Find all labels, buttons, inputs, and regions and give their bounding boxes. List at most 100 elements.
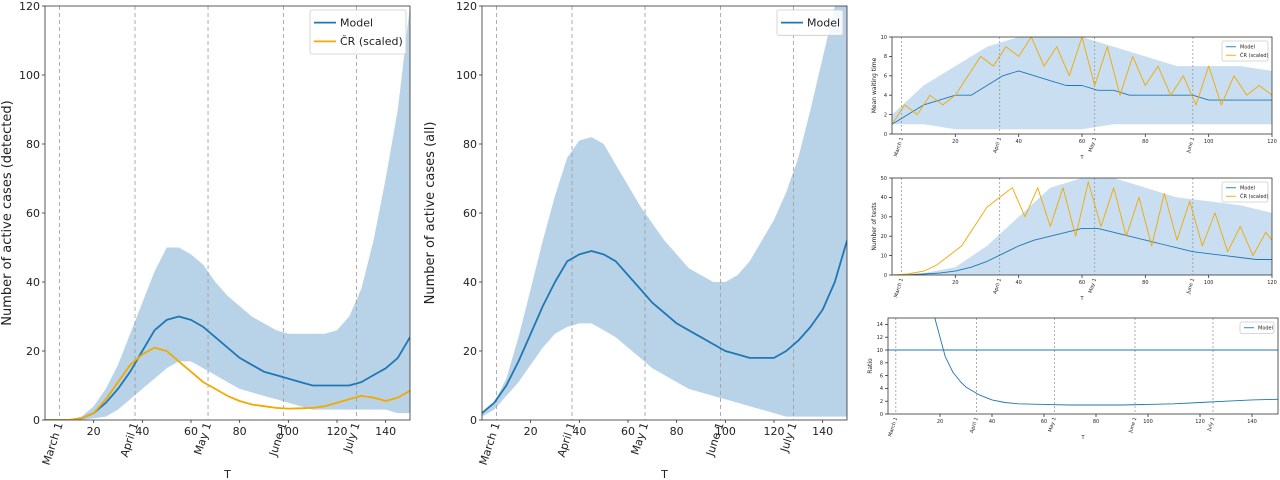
x-tick-label: 140 — [812, 425, 833, 438]
x-tick-label: 120 — [1267, 139, 1277, 145]
y-tick-label: 0 — [33, 414, 40, 427]
x-tick-label: 80 — [1142, 280, 1148, 286]
legend-label: Model — [1240, 186, 1255, 192]
legend-box — [1221, 40, 1269, 62]
x-tick-label: 60 — [1079, 139, 1085, 145]
y-tick-label: 8 — [884, 54, 887, 60]
x-tick-label: 140 — [1247, 419, 1257, 425]
y-tick-label: 30 — [881, 215, 887, 221]
series-line — [45, 315, 410, 420]
chart-number-of-tests: 0 10 20 30 40 50 20 40 60 80 100 120 March 1 April 1 M… — [871, 176, 1277, 302]
x-tick-label: 60 — [621, 425, 635, 438]
legend-label: Model — [807, 17, 840, 30]
x-tick-label: 40 — [572, 425, 586, 438]
plot-area: 0 2 4 6 8 10 20 40 60 80 100 120 March 1 April 1 May 1… — [871, 35, 1277, 161]
x-tick-label: 120 — [1267, 280, 1277, 286]
date-marker-label: March 1 — [893, 137, 905, 158]
plot-area: 0 20 40 60 80 100 120 20 40 60 80 100 120 140 March 1 A… — [0, 0, 411, 480]
date-marker-label: June 1 — [1185, 137, 1196, 155]
y-tick-label: 20 — [463, 345, 477, 358]
y-tick-label: 0 — [470, 414, 477, 427]
y-tick-label: 0 — [884, 273, 887, 279]
confidence-band — [45, 6, 410, 420]
y-tick-label: 6 — [880, 373, 883, 379]
x-axis-label: T — [1080, 435, 1085, 441]
confidence-band — [892, 178, 1272, 275]
y-tick-label: 0 — [880, 412, 883, 418]
x-tick-label: 100 — [1204, 280, 1214, 286]
chart-active-all: 0 20 40 60 80 100 120 20 40 60 80 100 120 140 March 1 A… — [423, 0, 848, 480]
y-tick-label: 100 — [19, 69, 40, 82]
date-marker-label: April 1 — [992, 137, 1003, 154]
x-tick-label: 20 — [952, 280, 958, 286]
x-tick-label: 120 — [1195, 419, 1205, 425]
chart-ratio: 0 2 4 6 8 10 12 14 20 40 60 80 100 120 140 March 1 April… — [867, 317, 1279, 441]
x-tick-label: 40 — [1015, 139, 1021, 145]
legend-box — [309, 9, 407, 55]
chart-mean-waiting-time: 0 2 4 6 8 10 20 40 60 80 100 120 March 1 April 1 May 1… — [871, 35, 1277, 161]
y-tick-label: 2 — [884, 112, 887, 118]
x-tick-label: 80 — [1093, 419, 1099, 425]
x-tick-label: 80 — [670, 425, 684, 438]
x-axis-label: T — [1079, 155, 1084, 161]
date-marker-label: July 1 — [1206, 417, 1216, 433]
x-tick-label: 100 — [1143, 419, 1153, 425]
confidence-band — [482, 6, 847, 417]
y-tick-label: 50 — [881, 176, 887, 182]
x-tick-label: 80 — [1142, 139, 1148, 145]
date-marker-label: May 1 — [1088, 278, 1098, 294]
y-tick-label: 10 — [877, 348, 883, 354]
plot-content — [892, 37, 1272, 134]
x-tick-label: 100 — [1204, 139, 1214, 145]
x-tick-label: 60 — [184, 425, 198, 438]
date-marker-label: April 1 — [118, 421, 141, 459]
date-marker-label: April 1 — [992, 278, 1003, 295]
y-tick-label: 60 — [463, 207, 477, 220]
legend-box — [1221, 181, 1269, 203]
series-line — [892, 37, 1272, 125]
legend-label: Model — [1258, 326, 1273, 332]
x-tick-label: 100 — [715, 425, 736, 438]
plot-area: 0 10 20 30 40 50 20 40 60 80 100 120 March 1 April 1 M… — [871, 176, 1277, 302]
plot-content — [888, 318, 1278, 414]
date-marker-label: March 1 — [893, 278, 905, 299]
x-tick-label: 20 — [87, 425, 101, 438]
legend-box — [1239, 321, 1275, 334]
x-tick-label: 20 — [937, 419, 943, 425]
x-tick-label: 60 — [1079, 280, 1085, 286]
y-axis-label: Number of active cases (all) — [423, 122, 438, 305]
y-tick-label: 120 — [19, 0, 40, 13]
date-marker-label: June 1 — [703, 421, 726, 459]
y-tick-label: 6 — [884, 74, 887, 80]
date-marker-label: April 1 — [555, 421, 578, 459]
legend-label: ČR (scaled) — [1240, 52, 1269, 59]
plot-content — [482, 6, 847, 420]
x-tick-label: 40 — [135, 425, 149, 438]
series-line — [934, 318, 1278, 406]
y-tick-label: 60 — [26, 207, 40, 220]
date-marker-label: May 1 — [1047, 417, 1057, 433]
series-line — [482, 240, 847, 414]
y-tick-label: 20 — [881, 234, 887, 240]
series-line — [45, 346, 410, 420]
y-tick-label: 20 — [26, 345, 40, 358]
legend-label: ČR (scaled) — [340, 35, 403, 48]
y-tick-label: 4 — [884, 93, 887, 99]
chart-active-detected: 0 20 40 60 80 100 120 20 40 60 80 100 120 140 March 1 A… — [0, 0, 411, 480]
date-marker-label: March 1 — [477, 421, 503, 467]
y-tick-label: 2 — [880, 399, 883, 405]
x-axis-label: T — [1079, 296, 1084, 302]
series-line — [892, 227, 1272, 275]
y-tick-label: 120 — [456, 0, 477, 13]
legend-box — [776, 9, 844, 36]
y-tick-label: 80 — [463, 138, 477, 151]
x-tick-label: 140 — [375, 425, 396, 438]
date-marker-label: June 1 — [1185, 278, 1196, 296]
x-tick-label: 40 — [1015, 280, 1021, 286]
date-marker-label: April 1 — [969, 417, 980, 434]
y-tick-label: 80 — [26, 138, 40, 151]
y-tick-label: 12 — [877, 335, 883, 341]
y-axis-label: Ratio — [867, 358, 874, 374]
date-marker-label: June 1 — [1128, 417, 1139, 435]
x-tick-label: 120 — [327, 425, 348, 438]
